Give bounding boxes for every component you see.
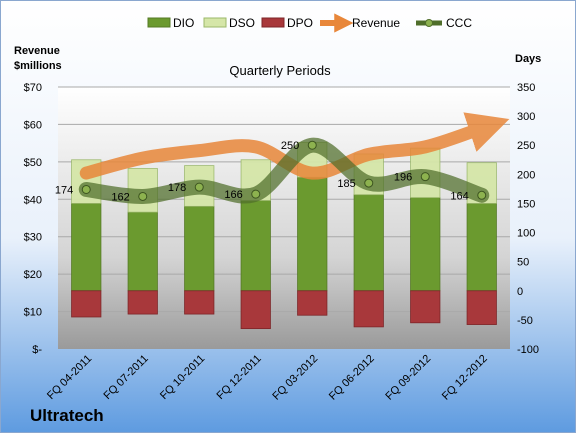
bar-dio	[353, 194, 384, 292]
ccc-data-label: 174	[55, 184, 73, 196]
bar-dio	[71, 203, 102, 292]
ccc-point	[364, 178, 374, 188]
right-tick-label: -100	[517, 344, 539, 356]
ccc-data-label: 185	[337, 178, 355, 190]
right-tick-label: 100	[517, 228, 535, 240]
legend-marker-ccc	[425, 19, 433, 27]
left-axis-title-line1: Revenue	[14, 45, 60, 57]
legend-swatch-dpo	[261, 17, 285, 28]
left-axis-title-line2: $millions	[14, 60, 62, 72]
left-tick-label: $50	[24, 157, 42, 169]
left-tick-label: $70	[24, 82, 42, 94]
left-tick-label: $60	[24, 119, 42, 131]
right-tick-label: 300	[517, 111, 535, 123]
bar-dpo	[410, 290, 441, 324]
right-tick-label: 150	[517, 198, 535, 210]
left-tick-label: $20	[24, 269, 42, 281]
bar-dpo	[353, 290, 384, 328]
ccc-data-label: 166	[224, 189, 242, 201]
right-tick-label: 50	[517, 257, 529, 269]
legend-label-dio: DIO	[173, 16, 194, 30]
ccc-point	[420, 172, 430, 182]
bar-dio	[410, 197, 441, 292]
right-axis-title: Days	[515, 53, 541, 65]
legend-swatch-dio	[147, 17, 171, 28]
ccc-point	[307, 140, 317, 150]
bar-dpo	[297, 290, 328, 316]
legend-label-dso: DSO	[229, 16, 255, 30]
right-tick-label: 200	[517, 169, 535, 181]
company-name: Ultratech	[30, 406, 104, 425]
bar-dio	[297, 176, 328, 292]
line-series: 174 162 178 166 250 185 196 164	[55, 112, 510, 204]
plot-area	[58, 87, 510, 349]
legend: DIO DSO DPO Revenue CCC	[147, 13, 472, 33]
left-tick-label: $40	[24, 194, 42, 206]
left-tick-label: $-	[32, 344, 42, 356]
chart-title: Quarterly Periods	[229, 63, 331, 78]
right-tick-label: 350	[517, 82, 535, 94]
right-tick-label: 0	[517, 286, 523, 298]
left-tick-label: $30	[24, 232, 42, 244]
ccc-data-label: 164	[450, 190, 468, 202]
ccc-line	[78, 137, 490, 204]
ccc-point	[251, 189, 261, 199]
ccc-data-label: 196	[394, 172, 412, 184]
legend-label-ccc: CCC	[446, 16, 472, 30]
bar-dpo	[466, 290, 497, 325]
right-tick-label: 250	[517, 140, 535, 152]
legend-swatch-dso	[203, 17, 227, 28]
left-tick-label: $10	[24, 307, 42, 319]
bar-dio	[466, 203, 497, 292]
bar-dpo	[127, 290, 158, 315]
legend-label-revenue: Revenue	[352, 16, 400, 30]
right-tick-label: -50	[517, 315, 533, 327]
legend-label-dpo: DPO	[287, 16, 313, 30]
bar-dpo	[71, 290, 102, 318]
bar-dpo	[184, 290, 215, 315]
ccc-point	[194, 182, 204, 192]
bar-dio	[127, 211, 158, 292]
ccc-point	[81, 184, 91, 194]
ccc-data-label: 178	[168, 182, 186, 194]
bar-dio	[240, 200, 271, 292]
bar-series	[71, 141, 497, 330]
bar-dio	[184, 205, 215, 292]
ccc-point	[138, 191, 148, 201]
ccc-point	[477, 190, 487, 200]
bar-dpo	[240, 290, 271, 330]
ccc-data-label: 250	[281, 140, 299, 152]
ccc-data-label: 162	[111, 191, 129, 203]
